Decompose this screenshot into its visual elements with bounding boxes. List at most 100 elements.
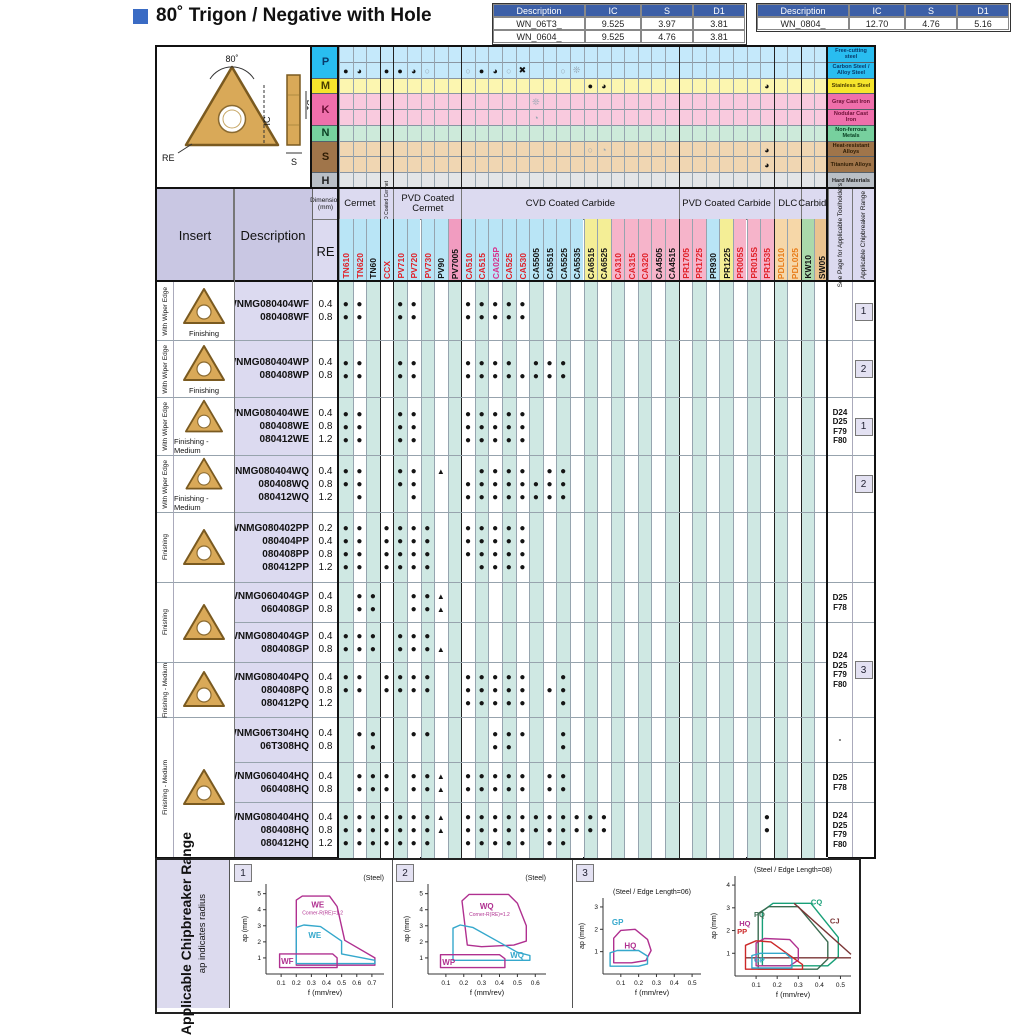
insert-description-line: 080408WP [234,369,312,382]
availability-dot: ● [410,784,417,795]
grade-col [379,398,394,456]
grade-col [787,513,801,583]
grade-col [515,623,530,663]
grade-col [352,803,367,858]
svg-text:0.2: 0.2 [459,980,468,987]
insert-description-suffix: 080408WQ [258,478,309,490]
availability-dot: ● [356,299,363,310]
grade-col [474,663,489,718]
grade-col [719,663,733,718]
header-chipbreaker: Applicable Chipbreaker Range [852,189,874,282]
insert-description-line: WNMG 060404HQ [228,770,312,783]
grade-col [352,663,367,718]
image-cell [174,340,234,397]
grade-col [406,803,421,858]
availability-dot: ● [492,741,499,753]
availability-dot: ● [505,728,512,740]
insert-description-suffix: 060404HQ [260,770,309,782]
grade-col [773,623,788,663]
grade-col [665,663,679,718]
grade-col [461,623,475,663]
svg-text:4: 4 [726,882,730,889]
availability-dot: ● [478,812,485,823]
grade-col [393,456,407,513]
grade-col [814,282,828,340]
grade-area: ● ● ● ● ● ● ● ● ● ● ● ● ▲ ● ● ● ● ● ● ● ● ● ● ● ● ▲ [339,762,828,803]
grade-column-header: CA515 [474,219,489,282]
grade-col [542,513,557,583]
chipbreaker-badge-cell: 2 [852,341,874,397]
row-group-side-label: With Wiper Edge [157,341,174,397]
grade-col [447,623,462,663]
availability-dot: ● [492,370,499,382]
insert-thumbnail [183,768,225,805]
availability-dot: ● [356,536,363,547]
grade-col-line [420,47,435,189]
grade-col [502,663,516,718]
see-cell [828,802,852,857]
insert-description-prefix: WNMG [228,630,262,642]
grade-col [379,663,394,718]
re-value: 0.4 [318,630,333,642]
grade-col [393,583,407,623]
grade-col [610,583,625,623]
svg-text:0.1: 0.1 [277,980,286,987]
grade-col [339,456,353,513]
svg-text:0.5: 0.5 [836,982,845,989]
row-group-side-label: Finishing - Medium [157,718,174,857]
availability-dot: ● [478,523,485,534]
availability-dot: ● [505,421,512,433]
grade-col-line [624,47,638,189]
availability-dot: ● [532,825,539,836]
grade-col-line [434,47,448,189]
svg-text:0.1: 0.1 [441,980,450,987]
grade-col [787,456,801,513]
grade-col [420,456,435,513]
availability-dot: ● [505,672,512,683]
svg-text:ap (mm): ap (mm) [404,916,411,942]
insert-description-suffix: 080408WE [259,421,309,432]
grade-col [814,623,828,663]
description-cell: WNMG 080402PP 080404PP 080408PP 080412PP [230,512,312,582]
chipbreaker-badge-cell: 1 [852,283,874,340]
availability-dot: ● [410,771,417,782]
grade-col [434,282,448,340]
grade-col [651,663,665,718]
grade-col [461,513,475,583]
chart-region-GP [751,952,793,969]
grade-col [800,282,815,340]
availability-dot: ● [505,408,512,420]
availability-dot: ● [478,466,485,477]
grade-col [583,763,598,803]
svg-text:0.3: 0.3 [477,980,486,987]
grade-name-label: PR1725 [694,248,705,279]
grade-col [760,282,774,340]
grade-col [800,803,815,858]
grade-col [705,763,720,803]
grade-col [746,803,761,858]
availability-dot: ● [532,370,539,382]
grade-col-line [665,47,679,189]
grade-col [719,456,733,513]
availability-dot: ● [424,771,431,782]
re-cell: 0.4 0.8 1.2 [312,455,339,512]
grade-col [787,398,801,456]
insert-description-prefix: WNMG [226,357,260,368]
availability-dot: ● [356,631,363,642]
grade-col [502,341,516,398]
availability-dot: ● [369,728,376,740]
availability-dot: ● [369,812,376,823]
svg-text:4: 4 [419,907,423,914]
availability-dot: ● [560,357,567,369]
grade-col [746,513,761,583]
grade-col [732,398,747,456]
availability-dot: ● [342,838,349,849]
grade-col [814,663,828,718]
grade-col [719,513,733,583]
availability-dot: ● [356,357,363,369]
svg-text:0.6: 0.6 [352,980,361,987]
svg-text:D1: D1 [305,100,309,111]
see-page-block: D24 D25 F79 F80 [828,803,852,857]
grade-col [678,456,693,513]
chipbreaker-range-section: Applicable Chipbreaker Range ap indicates… [155,832,861,1036]
